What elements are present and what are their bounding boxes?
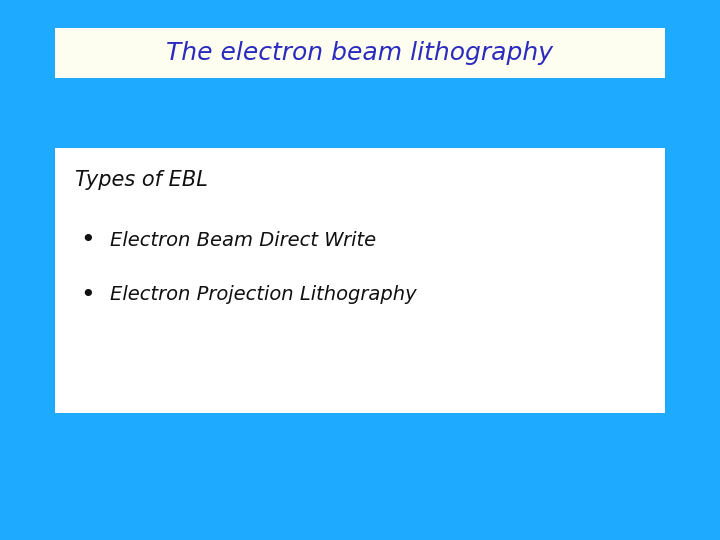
Text: •: •	[81, 283, 95, 307]
FancyBboxPatch shape	[55, 148, 665, 413]
Text: •: •	[81, 228, 95, 252]
Text: The electron beam lithography: The electron beam lithography	[166, 41, 554, 65]
FancyBboxPatch shape	[55, 28, 665, 78]
Text: Types of EBL: Types of EBL	[75, 170, 208, 190]
Text: Electron Beam Direct Write: Electron Beam Direct Write	[110, 231, 376, 249]
Text: Electron Projection Lithography: Electron Projection Lithography	[110, 286, 417, 305]
